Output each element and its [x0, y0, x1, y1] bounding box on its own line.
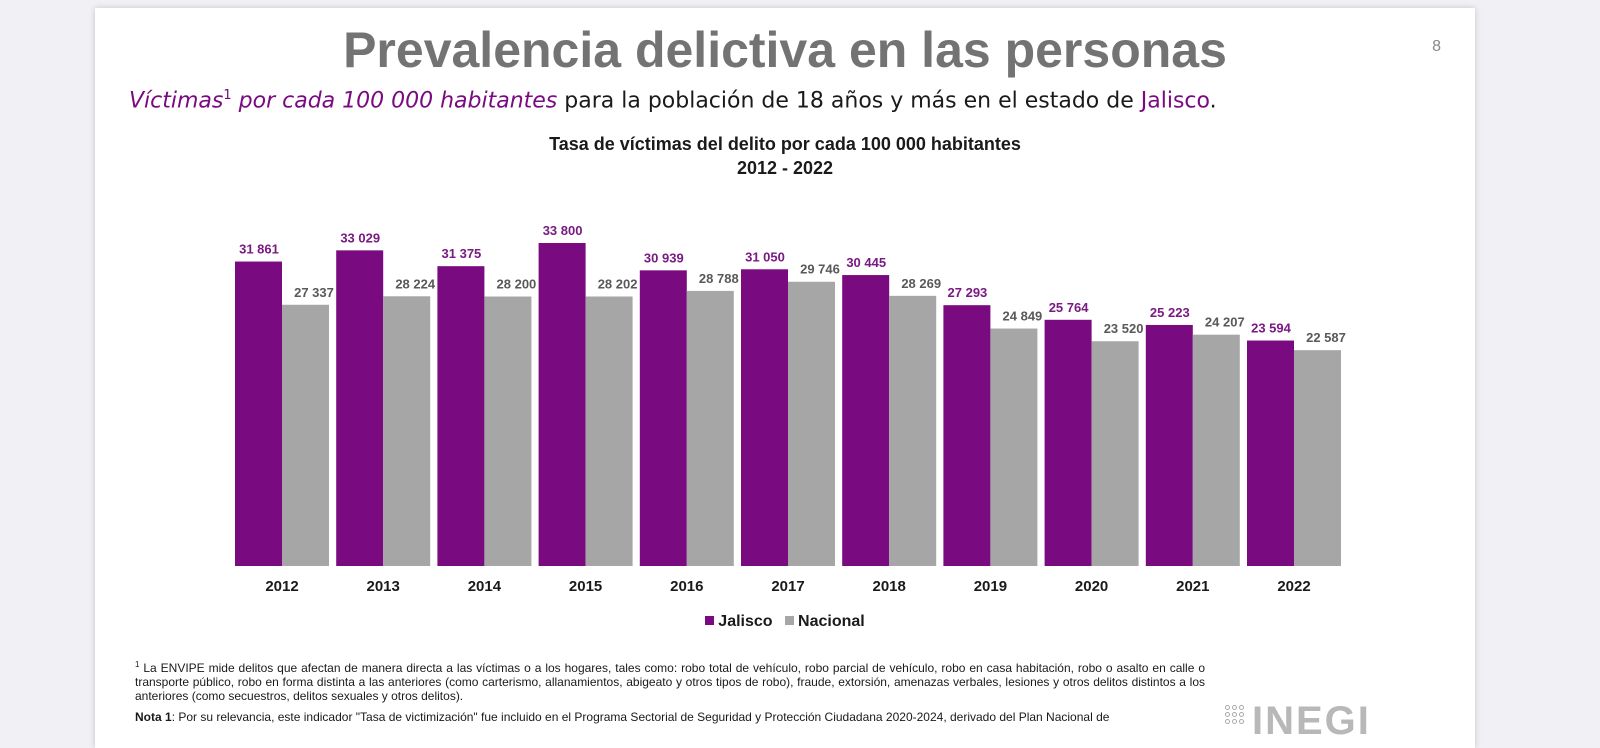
x-tick-label-2018: 2018 — [873, 578, 906, 595]
subtitle-middle: para la población de 18 años y más en el… — [557, 88, 1141, 114]
data-label-jalisco-2022: 23 594 — [1251, 321, 1292, 336]
data-label-jalisco-2019: 27 293 — [948, 285, 988, 300]
x-tick-label-2015: 2015 — [569, 578, 602, 595]
bar-nacional-2012 — [282, 304, 329, 566]
bar-jalisco-2019 — [943, 305, 991, 566]
chart-legend: Jalisco Nacional — [95, 613, 1475, 631]
legend-item-jalisco: Jalisco — [705, 613, 773, 630]
legend-label-jalisco: Jalisco — [718, 613, 773, 630]
data-label-jalisco-2014: 31 375 — [442, 246, 482, 261]
slide-title: Prevalencia delictiva en las personas — [343, 22, 1227, 78]
nota-label: Nota 1 — [135, 710, 172, 724]
page-number: 8 — [1432, 38, 1441, 55]
footnote: 1 La ENVIPE mide delitos que afectan de … — [135, 658, 1205, 703]
data-label-nacional-2013: 28 224 — [395, 276, 436, 291]
data-label-jalisco-2017: 31 050 — [745, 249, 785, 264]
bar-nacional-2019 — [990, 328, 1038, 566]
data-label-nacional-2019: 24 849 — [1003, 309, 1043, 324]
inegi-logo-text: INEGI — [1252, 699, 1371, 743]
slide-subtitle: Víctimas1 por cada 100 000 habitantes pa… — [129, 88, 1217, 113]
bar-jalisco-2018 — [842, 275, 890, 566]
nota-text: : Por su relevancia, este indicador "Tas… — [171, 710, 1110, 724]
x-tick-label-2022: 2022 — [1277, 578, 1310, 595]
subtitle-per-habitantes: por cada 100 000 habitantes — [231, 88, 558, 114]
footnote-marker: 1 — [135, 660, 140, 669]
data-label-jalisco-2021: 25 223 — [1150, 305, 1190, 320]
subtitle-end: . — [1209, 88, 1217, 114]
inegi-logo: INEGI — [1225, 701, 1371, 741]
data-label-jalisco-2020: 25 764 — [1049, 300, 1090, 315]
inegi-logo-dots-icon — [1225, 705, 1244, 724]
bar-jalisco-2017 — [741, 269, 788, 566]
bar-jalisco-2016 — [639, 270, 687, 566]
bar-nacional-2014 — [484, 296, 532, 566]
subtitle-state: Jalisco — [1140, 88, 1210, 114]
bar-jalisco-2013 — [336, 250, 384, 566]
bar-nacional-2013 — [383, 296, 431, 566]
bar-nacional-2022 — [1294, 350, 1341, 566]
bar-nacional-2018 — [889, 295, 937, 566]
data-label-nacional-2021: 24 207 — [1205, 315, 1245, 330]
x-tick-label-2020: 2020 — [1075, 578, 1108, 595]
data-label-jalisco-2015: 33 800 — [543, 223, 583, 238]
bar-jalisco-2014 — [437, 266, 485, 566]
bar-nacional-2015 — [585, 296, 633, 566]
bar-nacional-2021 — [1192, 334, 1240, 566]
legend-swatch-nacional — [785, 616, 795, 625]
bar-nacional-2016 — [686, 290, 734, 566]
x-tick-label-2012: 2012 — [265, 578, 298, 595]
x-tick-label-2017: 2017 — [771, 578, 804, 595]
data-label-nacional-2014: 28 200 — [497, 277, 537, 292]
nota-1: Nota 1: Por su relevancia, este indicado… — [135, 710, 1205, 724]
bar-jalisco-2015 — [538, 243, 586, 566]
bar-jalisco-2022 — [1247, 340, 1294, 566]
subtitle-footnote-marker: 1 — [223, 88, 232, 103]
data-label-jalisco-2018: 30 445 — [846, 255, 886, 270]
legend-item-nacional: Nacional — [785, 613, 865, 630]
data-label-jalisco-2012: 31 861 — [239, 242, 279, 257]
legend-label-nacional: Nacional — [798, 613, 865, 630]
bar-jalisco-2012 — [235, 261, 282, 566]
data-label-nacional-2016: 28 788 — [699, 271, 739, 286]
footnote-text: La ENVIPE mide delitos que afectan de ma… — [135, 661, 1205, 703]
chart-subtitle: 2012 - 2022 — [736, 158, 834, 178]
data-label-nacional-2012: 27 337 — [294, 285, 334, 300]
chart-title: Tasa de víctimas del delito por cada 100… — [549, 134, 1021, 154]
bar-nacional-2017 — [788, 281, 835, 566]
x-tick-label-2016: 2016 — [670, 578, 703, 595]
data-label-nacional-2022: 22 587 — [1306, 330, 1346, 345]
legend-swatch-jalisco — [705, 616, 715, 625]
data-label-nacional-2020: 23 520 — [1104, 321, 1144, 336]
slide: Prevalencia delictiva en las personas 8 … — [95, 8, 1475, 748]
x-tick-label-2019: 2019 — [974, 578, 1007, 595]
x-tick-label-2013: 2013 — [367, 578, 400, 595]
x-tick-label-2014: 2014 — [468, 578, 502, 595]
bar-nacional-2020 — [1091, 341, 1139, 566]
data-label-nacional-2018: 28 269 — [901, 276, 941, 291]
subtitle-victimas: Víctimas — [129, 88, 224, 114]
bar-chart: 31 861 27 337 2012 33 029 28 224 2013 31 375 28… — [235, 223, 1346, 595]
bar-jalisco-2021 — [1145, 324, 1193, 566]
data-label-nacional-2015: 28 202 — [598, 276, 638, 291]
bar-jalisco-2020 — [1044, 319, 1092, 566]
data-label-jalisco-2016: 30 939 — [644, 250, 684, 265]
chart-title-block: Tasa de víctimas del delito por cada 100… — [95, 132, 1475, 180]
x-tick-label-2021: 2021 — [1176, 578, 1209, 595]
data-label-jalisco-2013: 33 029 — [340, 230, 380, 245]
data-label-nacional-2017: 29 746 — [800, 262, 840, 277]
